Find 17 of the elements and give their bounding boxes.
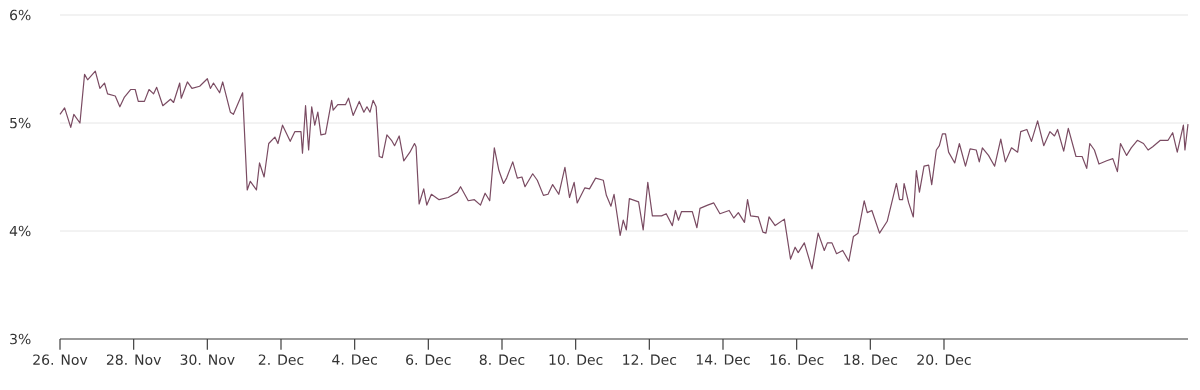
x-tick-label: 16. Dec (770, 354, 824, 365)
x-tick-label: 12. Dec (623, 354, 677, 365)
x-tick-label: 8. Dec (479, 354, 525, 365)
x-tick-label: 10. Dec (549, 354, 603, 365)
y-tick-label: 3% (10, 333, 31, 345)
x-tick-label: 4. Dec (332, 354, 377, 365)
y-tick-label: 5% (10, 117, 31, 129)
x-tick-label: 28. Nov (106, 354, 161, 365)
x-tick-label: 26. Nov (33, 354, 88, 365)
x-tick-label: 6. Dec (406, 354, 451, 365)
x-tick-label: 20. Dec (917, 354, 971, 365)
y-tick-label: 6% (10, 9, 31, 21)
x-tick-label: 14. Dec (696, 354, 750, 365)
x-tick-label: 2. Dec (258, 354, 304, 365)
x-tick-label: 30. Nov (180, 354, 235, 365)
x-tick-label: 18. Dec (844, 354, 898, 365)
y-tick-label: 4% (9, 225, 31, 237)
